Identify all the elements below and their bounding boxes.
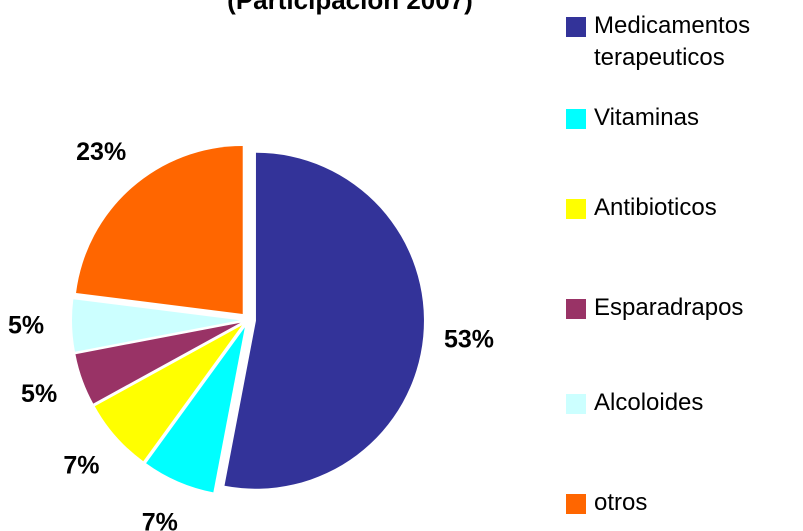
legend-swatch bbox=[566, 17, 586, 37]
legend-label: Alcoloides bbox=[594, 389, 704, 416]
value-label: 53% bbox=[444, 326, 494, 354]
legend-item: Medicamentos terapeuticos bbox=[566, 10, 796, 74]
pie-slice bbox=[146, 327, 245, 493]
legend-item: Alcoloides bbox=[566, 387, 703, 419]
pie-slice bbox=[72, 299, 241, 352]
legend-label: Vitaminas bbox=[594, 104, 699, 131]
pie-slice bbox=[75, 322, 241, 404]
value-label: 7% bbox=[63, 451, 99, 479]
legend-label: Medicamentos terapeuticos bbox=[594, 12, 751, 71]
value-label: 7% bbox=[142, 508, 178, 531]
legend-swatch bbox=[566, 494, 586, 514]
legend-item: Antibioticos bbox=[566, 192, 717, 224]
legend-item: otros bbox=[566, 487, 647, 519]
pie-slice bbox=[224, 152, 424, 489]
legend-item: Esparadrapos bbox=[566, 292, 743, 324]
legend-swatch bbox=[566, 199, 586, 219]
value-label: 5% bbox=[21, 380, 57, 408]
legend-label: Esparadrapos bbox=[594, 294, 744, 321]
legend-swatch bbox=[566, 109, 586, 129]
value-label: 5% bbox=[8, 312, 44, 340]
legend-item: Vitaminas bbox=[566, 102, 699, 134]
legend-label: otros bbox=[594, 489, 648, 516]
pie-slice bbox=[76, 145, 243, 314]
legend-swatch bbox=[566, 299, 586, 319]
legend-swatch bbox=[566, 394, 586, 414]
legend-label: Antibioticos bbox=[594, 194, 717, 221]
value-label: 23% bbox=[76, 138, 126, 166]
chart-title: (Participación 2007) bbox=[227, 0, 473, 15]
pie-slice bbox=[94, 325, 242, 462]
